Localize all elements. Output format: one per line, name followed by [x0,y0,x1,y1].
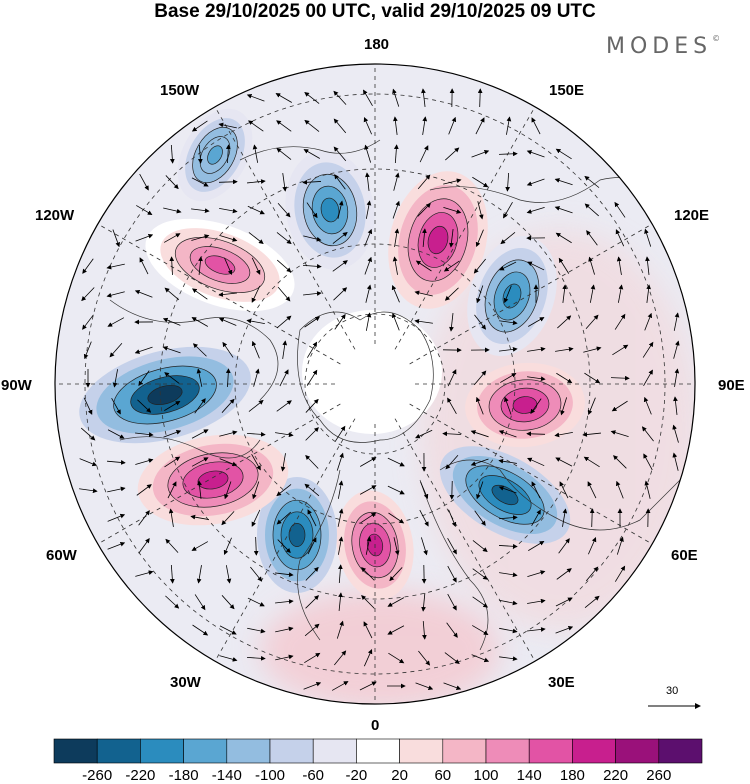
colorbar-swatch-1 [97,739,140,763]
colorbar-tick-label: -140 [212,767,242,784]
lon-label-120e: 120E [674,207,709,224]
colorbar-tick-label: -20 [346,767,368,784]
colorbar [54,739,702,763]
lon-label-0: 0 [371,717,379,734]
colorbar-tick-label: 180 [560,767,585,784]
colorbar-swatch-7 [356,739,399,763]
colorbar-tick-label: -60 [302,767,324,784]
colorbar-tick-label: 20 [391,767,408,784]
colorbar-swatch-4 [227,739,270,763]
colorbar-swatch-6 [313,739,356,763]
lon-label-180: 180 [364,36,389,53]
colorbar-swatch-2 [140,739,183,763]
reference-vector-label: 30 [666,685,678,697]
colorbar-swatch-11 [529,739,572,763]
colorbar-tick-label: 260 [646,767,671,784]
lon-label-90e: 90E [718,377,745,394]
wind-vector [592,509,593,527]
colorbar-tick-label: -260 [82,767,112,784]
colorbar-swatch-13 [616,739,659,763]
colorbar-tick-label: 100 [473,767,498,784]
colorbar-swatch-5 [270,739,313,763]
colorbar-tick-label: -100 [255,767,285,784]
colorbar-tick-label: -180 [169,767,199,784]
anomaly-contour [289,523,305,546]
colorbar-swatch-0 [54,739,97,763]
colorbar-swatch-10 [486,739,529,763]
anomaly-wash [260,590,500,710]
lon-label-90w: 90W [1,377,32,394]
colorbar-tick-label: 60 [434,767,451,784]
colorbar-swatch-14 [659,739,702,763]
lon-label-120w: 120W [35,207,74,224]
colorbar-swatch-8 [400,739,443,763]
colorbar-swatch-9 [443,739,486,763]
colorbar-tick-label: -220 [125,767,155,784]
colorbar-tick-label: 140 [517,767,542,784]
lon-label-150e: 150E [549,82,584,99]
lon-label-30w: 30W [170,674,201,691]
lon-label-60e: 60E [671,547,698,564]
colorbar-swatch-3 [184,739,227,763]
lon-label-150w: 150W [160,82,199,99]
colorbar-tick-label: 220 [603,767,628,784]
lon-label-60w: 60W [46,547,77,564]
lon-label-30e: 30E [548,674,575,691]
colorbar-swatch-12 [572,739,615,763]
